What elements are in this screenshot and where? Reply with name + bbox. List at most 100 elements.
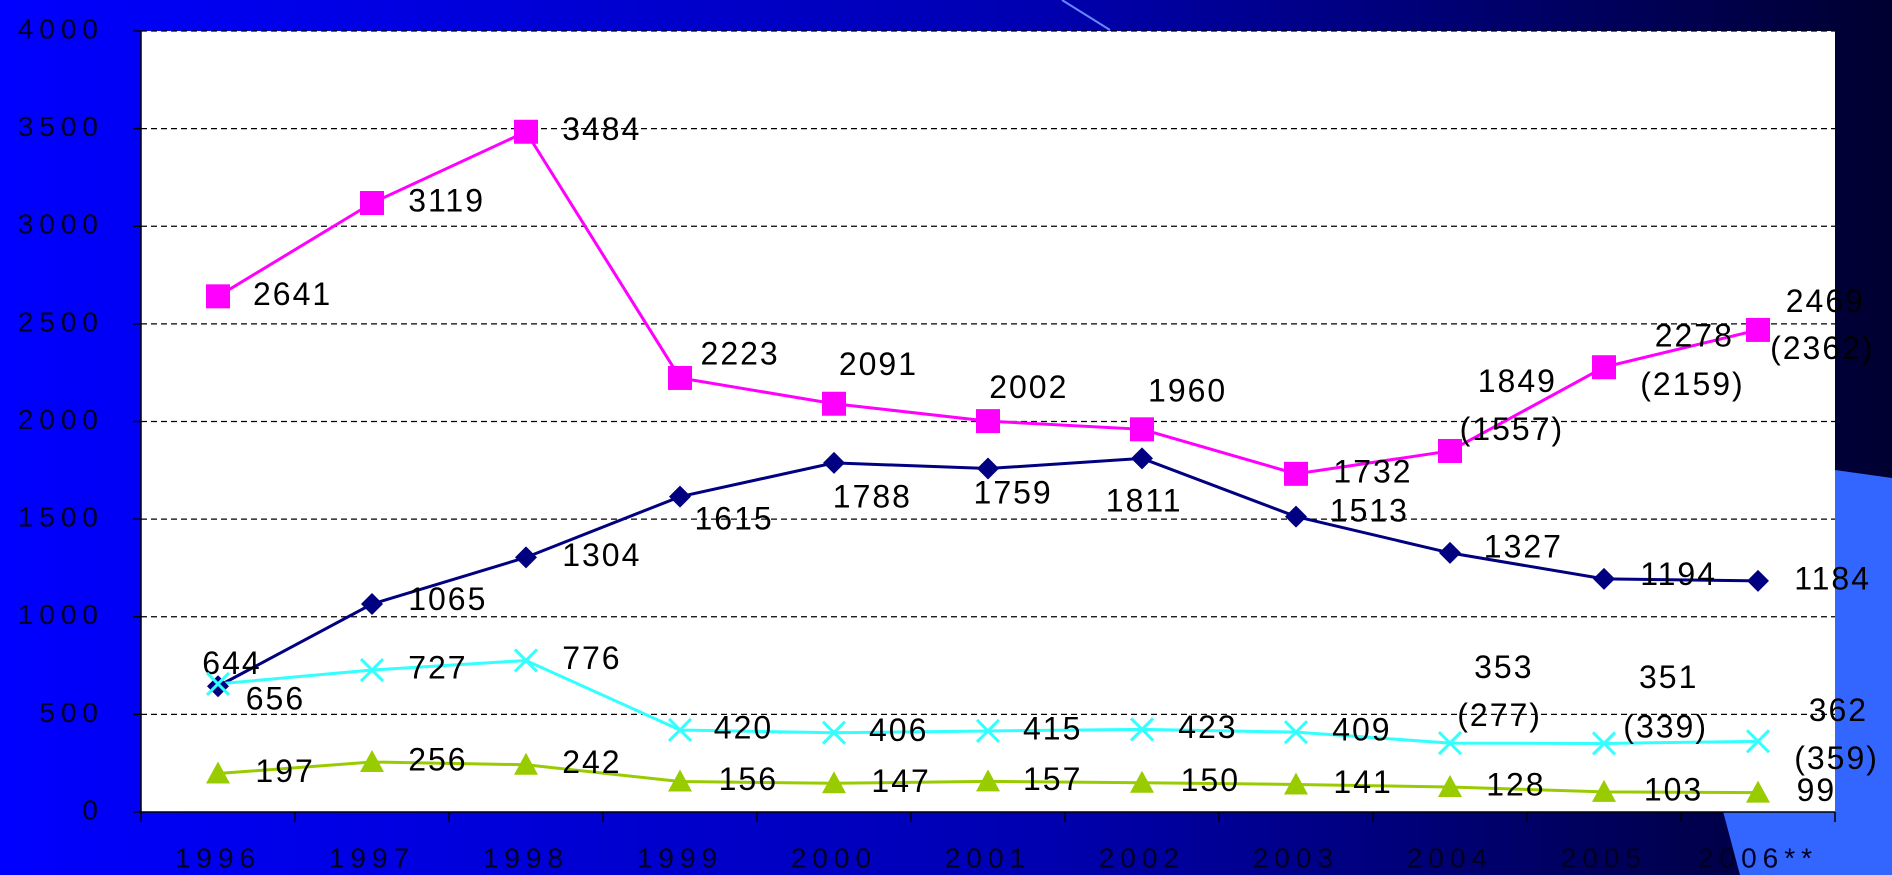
x-tick-label: 2003 xyxy=(1253,842,1339,873)
data-label: (2159) xyxy=(1640,366,1745,402)
y-tick-label: 1000 xyxy=(18,599,104,630)
marker xyxy=(359,657,385,683)
data-label: 242 xyxy=(562,744,621,780)
x-tick-label: 2006** xyxy=(1698,842,1818,873)
data-label: 409 xyxy=(1332,712,1391,748)
data-label: 1194 xyxy=(1640,556,1717,592)
data-label: 99 xyxy=(1797,772,1837,808)
marker xyxy=(1437,731,1463,756)
marker xyxy=(1592,779,1616,802)
data-label: (339) xyxy=(1623,708,1708,744)
data-label: 727 xyxy=(408,650,467,686)
data-label: 420 xyxy=(714,709,773,745)
marker xyxy=(1746,780,1770,803)
x-tick-label: 2002 xyxy=(1099,842,1185,873)
data-label: 415 xyxy=(1023,710,1082,746)
data-label: 1732 xyxy=(1333,453,1412,489)
marker xyxy=(1438,438,1462,463)
marker xyxy=(1593,567,1615,590)
data-label: 2641 xyxy=(253,276,332,312)
x-tick-label: 2001 xyxy=(945,842,1031,873)
marker xyxy=(668,365,692,390)
y-tick-label: 1500 xyxy=(18,502,104,533)
y-tick-label: 500 xyxy=(39,697,104,728)
marker xyxy=(977,457,999,480)
marker xyxy=(360,750,384,773)
marker xyxy=(1746,317,1770,342)
data-label: 776 xyxy=(562,640,621,676)
data-label: 656 xyxy=(246,680,305,716)
data-label: 1327 xyxy=(1484,529,1563,565)
marker xyxy=(361,593,383,616)
marker xyxy=(207,675,229,698)
data-label: 3484 xyxy=(562,111,641,147)
marker xyxy=(823,451,845,474)
data-label: (277) xyxy=(1457,697,1542,733)
y-tick-label: 4000 xyxy=(18,13,104,44)
marker xyxy=(668,769,692,792)
marker xyxy=(667,717,693,743)
marker xyxy=(1130,770,1154,793)
marker xyxy=(976,769,1000,792)
marker xyxy=(1745,729,1771,754)
marker xyxy=(1439,541,1461,564)
marker xyxy=(1747,569,1769,592)
marker xyxy=(515,546,537,569)
decoration-line xyxy=(1061,0,1111,31)
marker xyxy=(1284,461,1308,486)
data-label: 147 xyxy=(871,763,930,799)
data-label: 1065 xyxy=(408,581,487,617)
data-label: 351 xyxy=(1639,659,1698,695)
data-label: 197 xyxy=(255,753,314,789)
marker xyxy=(976,409,1000,434)
marker xyxy=(1592,355,1616,380)
data-label: 128 xyxy=(1486,766,1545,802)
data-label: 150 xyxy=(1181,762,1240,798)
marker xyxy=(1131,447,1153,470)
data-label: 2002 xyxy=(989,369,1068,405)
data-label: 1788 xyxy=(833,479,912,515)
data-label: 103 xyxy=(1644,771,1703,807)
data-label: 1849 xyxy=(1478,363,1557,399)
marker xyxy=(1283,720,1309,745)
data-label: 156 xyxy=(719,761,778,797)
x-tick-label: 1996 xyxy=(175,842,261,873)
data-label: 1184 xyxy=(1794,560,1871,596)
marker xyxy=(206,284,230,309)
x-tick-label: 1998 xyxy=(483,842,569,873)
x-tick-label: 1999 xyxy=(637,842,723,873)
data-label: 157 xyxy=(1023,761,1082,797)
marker xyxy=(1130,417,1154,442)
y-tick-label: 0 xyxy=(82,794,104,825)
x-tick-label: 2005 xyxy=(1561,842,1647,873)
data-label: 141 xyxy=(1333,764,1392,800)
data-label: 423 xyxy=(1178,709,1237,745)
data-label: 1513 xyxy=(1330,492,1409,528)
marker xyxy=(822,391,846,416)
data-label: 1960 xyxy=(1148,373,1227,409)
data-label: 1615 xyxy=(694,500,773,536)
marker xyxy=(205,671,231,696)
marker xyxy=(1438,775,1462,798)
marker xyxy=(1129,717,1155,742)
x-tick-label: 1997 xyxy=(329,842,415,873)
marker xyxy=(1285,505,1307,528)
data-label: 1811 xyxy=(1106,483,1183,519)
x-tick-label: 2004 xyxy=(1407,842,1493,873)
data-label: 1759 xyxy=(974,475,1053,511)
data-label: (2362) xyxy=(1770,330,1875,366)
marker xyxy=(206,761,230,784)
data-label: 406 xyxy=(869,712,928,748)
data-label: 1304 xyxy=(562,537,641,573)
data-label: 362 xyxy=(1809,692,1868,728)
marker xyxy=(514,752,538,775)
data-label: (1557) xyxy=(1460,411,1565,447)
marker xyxy=(360,191,384,216)
marker xyxy=(1284,772,1308,795)
data-label: 3119 xyxy=(408,182,485,218)
data-label: 644 xyxy=(202,645,261,681)
x-tick-label: 2000 xyxy=(791,842,877,873)
data-label: 256 xyxy=(408,741,467,777)
marker xyxy=(514,119,538,144)
